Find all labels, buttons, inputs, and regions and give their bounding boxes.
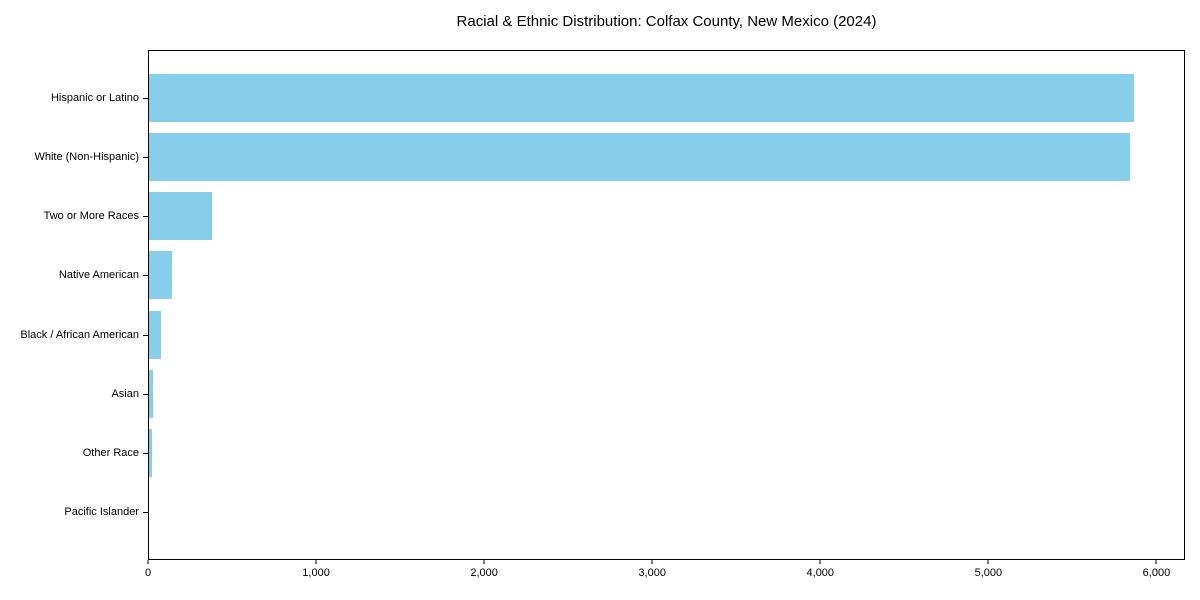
bar-row: White (Non-Hispanic) [34, 133, 1184, 182]
x-tick-label: 0 [144, 567, 152, 579]
x-tick-mark [147, 560, 149, 564]
bar-row: Other Race [83, 428, 1184, 477]
x-tick-mark [1155, 560, 1157, 564]
bar [149, 310, 161, 359]
x-tick-mark [483, 560, 485, 564]
y-tick-mark [143, 98, 148, 99]
x-tick-mark [651, 560, 653, 564]
bar-row: Native American [59, 251, 1184, 300]
category-label: Hispanic or Latino [50, 92, 139, 104]
x-tick-mark [819, 560, 821, 564]
y-tick-mark [143, 393, 148, 395]
bar-row: Hispanic or Latino [51, 74, 1184, 122]
category-label: Other Race [82, 446, 139, 459]
bar [149, 74, 1134, 122]
plot-area: Hispanic or Latino White (Non-Hispanic) Tw… [20, 50, 1185, 560]
bar [149, 428, 153, 477]
x-tick-label: 1,000 [302, 567, 330, 579]
x-tick-label: 2,000 [470, 567, 498, 579]
category-label: Pacific Islander [64, 505, 139, 518]
x-tick-mark [987, 560, 989, 564]
bar [149, 133, 1131, 182]
x-axis: 0 1,000 2,000 3,000 4,000 5,000 6,000 [144, 560, 1185, 590]
category-label: White (Non-Hispanic) [34, 151, 139, 164]
y-tick-mark [143, 275, 148, 277]
x-tick-label: 5,000 [974, 567, 1003, 579]
chart-title: Racial & Ethnic Distribution: Colfax Cou… [456, 13, 877, 30]
category-label: Black / African American [20, 328, 139, 341]
x-tick-label: 6,000 [1142, 567, 1171, 579]
x-tick-label: 4,000 [806, 567, 835, 579]
bar [149, 251, 172, 300]
y-tick-mark [143, 511, 148, 513]
bar-row: Asian [111, 369, 1184, 418]
category-label: Native American [58, 269, 139, 282]
bar [149, 369, 154, 418]
x-tick-mark [315, 560, 317, 564]
x-tick-label: 3,000 [638, 567, 666, 579]
category-label: Two or More Races [43, 210, 139, 223]
y-tick-mark [143, 334, 148, 336]
bar-row: Two or More Races [44, 192, 1184, 241]
bar-row: Pacific Islander [64, 488, 1184, 536]
bar [149, 192, 212, 241]
bar-rows-container: Hispanic or Latino White (Non-Hispanic) Tw… [20, 51, 1184, 559]
bar-row: Black / African American [20, 310, 1184, 359]
y-tick-mark [143, 216, 148, 218]
y-tick-mark [143, 157, 148, 159]
category-label: Asian [111, 387, 139, 400]
y-tick-mark [143, 452, 148, 454]
